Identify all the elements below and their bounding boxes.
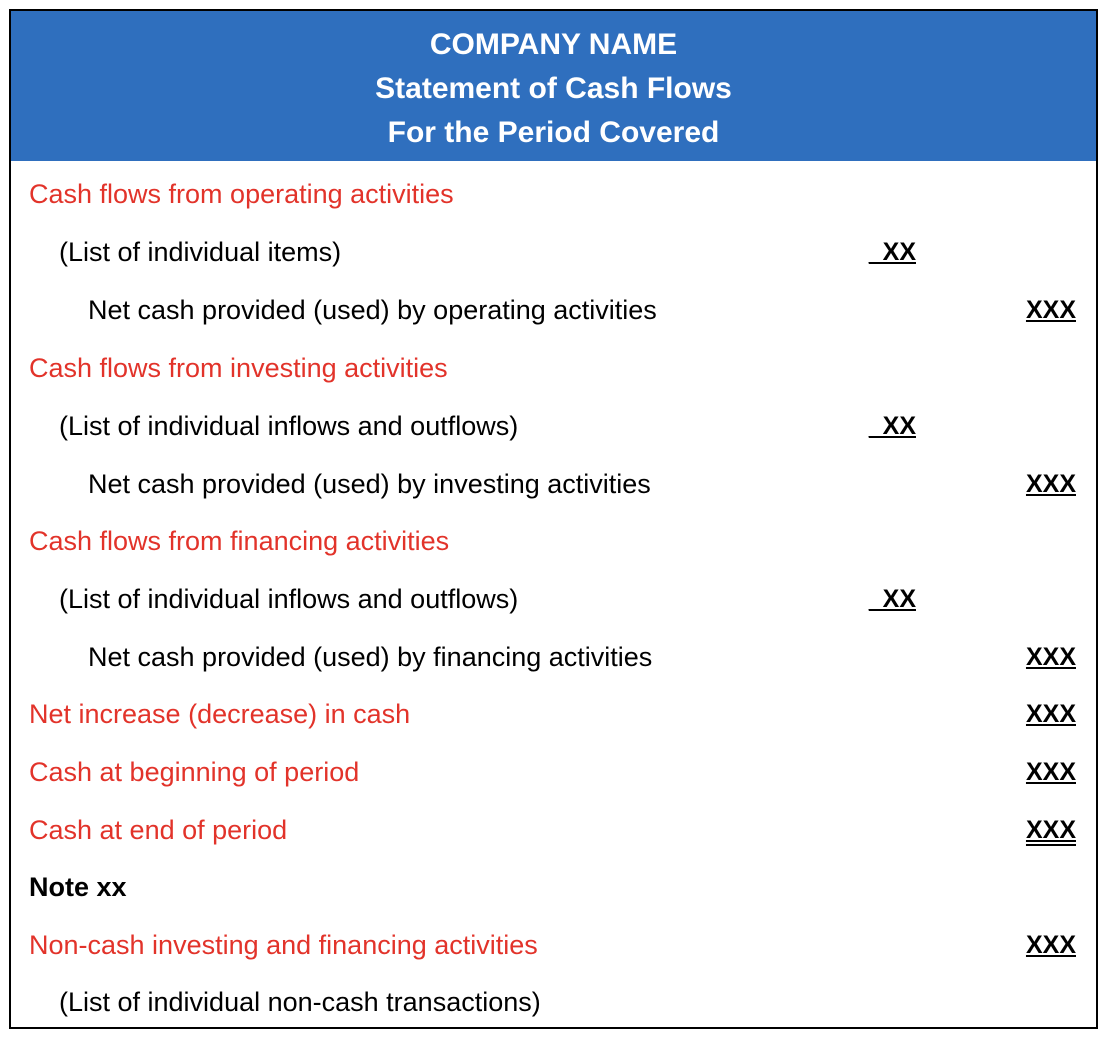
row-label: (List of individual non-cash transaction… — [59, 987, 541, 1017]
cash-flow-statement: COMPANY NAME Statement of Cash Flows For… — [9, 9, 1098, 1029]
cash-end-row: Cash at end of period XXX — [11, 801, 1096, 859]
row-label: Net cash provided (used) by investing ac… — [88, 469, 651, 499]
row-label: Cash flows from financing activities — [29, 526, 450, 556]
non-cash-items-row: (List of individual non-cash transaction… — [11, 973, 1096, 1031]
financing-items-row: (List of individual inflows and outflows… — [11, 570, 1096, 628]
detail-amount: _XX — [868, 585, 916, 613]
section-investing: Cash flows from investing activities — [11, 339, 1096, 397]
row-label: Cash at beginning of period — [29, 757, 360, 787]
row-label: Cash at end of period — [29, 815, 288, 845]
row-label: Net cash provided (used) by financing ac… — [88, 642, 653, 672]
row-label: Cash flows from investing activities — [29, 353, 448, 383]
total-amount: XXX — [1025, 470, 1076, 498]
section-financing: Cash flows from financing activities — [11, 512, 1096, 570]
statement-period: For the Period Covered — [387, 116, 720, 149]
statement-title: Statement of Cash Flows — [375, 72, 732, 105]
non-cash-row: Non-cash investing and financing activit… — [11, 916, 1096, 974]
detail-amount: _XX — [868, 412, 916, 440]
investing-items-row: (List of individual inflows and outflows… — [11, 397, 1096, 455]
row-label: (List of individual inflows and outflows… — [59, 584, 519, 614]
row-label: (List of individual inflows and outflows… — [59, 411, 519, 441]
row-label: Cash flows from operating activities — [29, 179, 454, 209]
note-row: Note xx — [11, 858, 1096, 916]
net-financing-row: Net cash provided (used) by financing ac… — [11, 628, 1096, 686]
net-operating-row: Net cash provided (used) by operating ac… — [11, 281, 1096, 339]
total-amount: XXX — [1025, 643, 1076, 671]
net-investing-row: Net cash provided (used) by investing ac… — [11, 455, 1096, 513]
note-label: Note xx — [29, 872, 127, 902]
row-label: Net increase (decrease) in cash — [29, 699, 411, 729]
statement-header: COMPANY NAME Statement of Cash Flows For… — [11, 11, 1096, 161]
row-label: Non-cash investing and financing activit… — [29, 930, 538, 960]
total-amount: XXX — [1025, 816, 1076, 844]
total-amount: XXX — [1025, 931, 1076, 959]
total-amount: XXX — [1025, 296, 1076, 324]
total-amount: XXX — [1025, 758, 1076, 786]
company-name: COMPANY NAME — [429, 28, 678, 61]
row-label: Net cash provided (used) by operating ac… — [88, 295, 657, 325]
net-increase-row: Net increase (decrease) in cash XXX — [11, 685, 1096, 743]
total-amount: XXX — [1025, 700, 1076, 728]
row-label: (List of individual items) — [59, 237, 342, 267]
section-operating: Cash flows from operating activities — [11, 165, 1096, 223]
cash-beginning-row: Cash at beginning of period XXX — [11, 743, 1096, 801]
detail-amount: _XX — [868, 238, 916, 266]
operating-items-row: (List of individual items) _XX — [11, 223, 1096, 281]
